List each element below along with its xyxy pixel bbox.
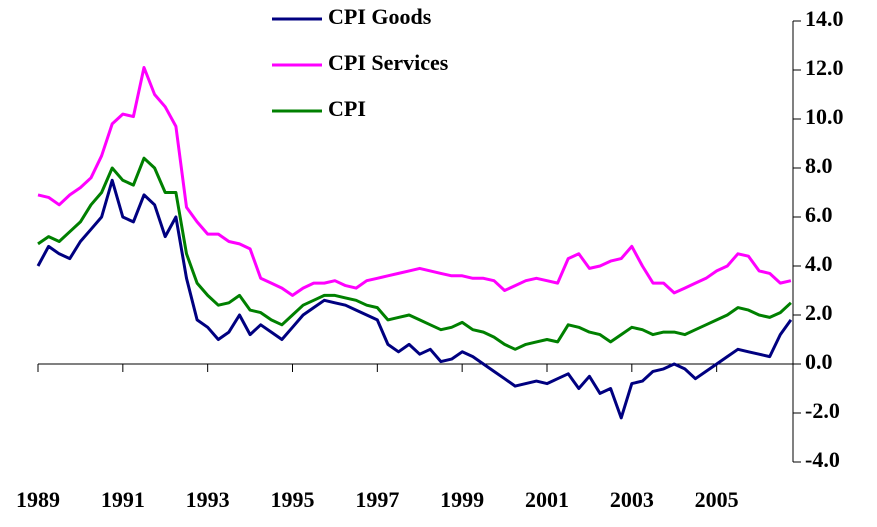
y-tick-label: 4.0 (805, 251, 833, 276)
y-tick-label: 14.0 (805, 6, 844, 31)
y-tick-label: 2.0 (805, 300, 833, 325)
y-tick-label: 0.0 (805, 349, 833, 374)
series-line (37, 156, 792, 351)
y-tick-label: 12.0 (805, 55, 844, 80)
y-tick-label: -2.0 (805, 398, 840, 423)
x-tick-label: 2005 (695, 487, 739, 512)
x-tick-label: 1989 (16, 487, 60, 512)
x-tick-label: 2003 (610, 487, 654, 512)
x-tick-label: 1995 (270, 487, 314, 512)
y-tick-label: 6.0 (805, 202, 833, 227)
x-tick-label: 1997 (355, 487, 399, 512)
legend-label: CPI (328, 96, 366, 121)
legend-label: CPI Goods (328, 4, 432, 29)
series-line (37, 66, 792, 297)
series-line (36, 178, 793, 420)
x-tick-label: 2001 (525, 487, 569, 512)
x-tick-label: 1999 (440, 487, 484, 512)
legend-label: CPI Services (328, 50, 449, 75)
y-tick-label: 8.0 (805, 153, 833, 178)
x-tick-label: 1993 (186, 487, 230, 512)
y-tick-label: -4.0 (805, 447, 840, 472)
x-tick-label: 1991 (101, 487, 145, 512)
y-tick-label: 10.0 (805, 104, 844, 129)
